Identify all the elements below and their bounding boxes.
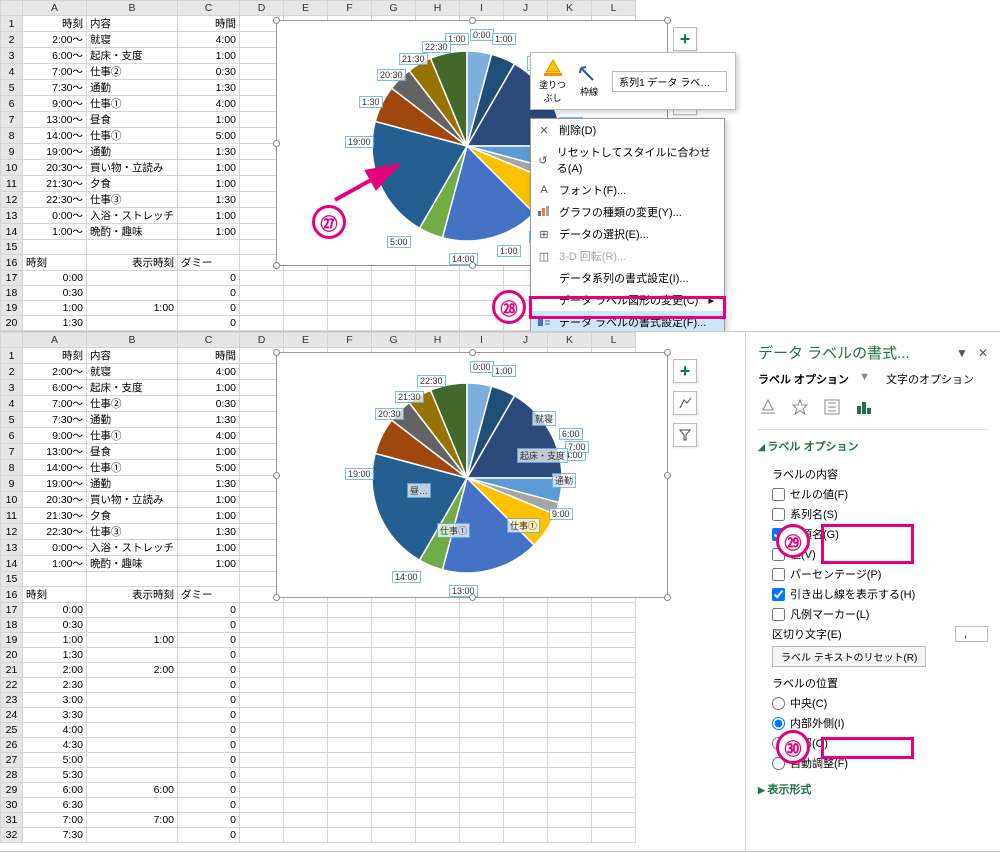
column-header-row: A B C D E F G H I J K L: [1, 333, 636, 348]
section-label-options[interactable]: ラベル オプション: [758, 438, 988, 454]
fill-dropdown[interactable]: 塗りつ ぶし: [539, 58, 566, 104]
pane-title: データ ラベルの書式...▼✕: [758, 342, 988, 363]
tab-label-options[interactable]: ラベル オプション: [758, 371, 849, 387]
callout-28: ㉘: [492, 290, 526, 324]
effects-icon[interactable]: [790, 397, 810, 417]
data-label[interactable]: 就寝: [532, 411, 556, 426]
chk-percentage[interactable]: パーセンテージ(P): [758, 564, 988, 584]
context-menu: ✕削除(D) ↺リセットしてスタイルに合わせる(A) Aフォント(F)... グ…: [530, 118, 725, 332]
ctx-change-type[interactable]: グラフの種類の変更(Y)...: [531, 201, 724, 223]
chk-legend-key[interactable]: 凡例マーカー(L): [758, 604, 988, 624]
bottom-screenshot: A B C D E F G H I J K L 1 時刻 内容 時間 2 2:0…: [0, 332, 1000, 852]
chart-elements-button[interactable]: +: [673, 359, 697, 383]
ctx-series-format[interactable]: データ系列の書式設定(I)...: [531, 267, 724, 289]
data-label[interactable]: 起床・支度: [517, 448, 568, 463]
data-label[interactable]: 通勤: [552, 473, 576, 488]
reset-label-text-button[interactable]: ラベル テキストのリセット(R): [772, 646, 926, 667]
data-label[interactable]: 9:00: [549, 508, 573, 520]
chart-styles-button[interactable]: [673, 391, 697, 415]
column-header-row: A B C D E F G H I J K L: [1, 1, 636, 16]
data-label[interactable]: 14:00: [392, 571, 421, 583]
data-label[interactable]: 21:30: [399, 53, 428, 65]
data-label[interactable]: 0:00: [470, 29, 494, 41]
pane-close-icon[interactable]: ✕: [978, 346, 988, 360]
chart-elements-button[interactable]: +: [673, 27, 697, 51]
mini-toolbar: 塗りつ ぶし 枠線 系列1 データ ラベ…: [530, 52, 736, 110]
data-label[interactable]: 5:00: [387, 236, 411, 248]
data-label[interactable]: 6:00: [559, 428, 583, 440]
data-label[interactable]: 0:00: [470, 361, 494, 373]
ctx-select-data[interactable]: ⊞データの選択(E)...: [531, 223, 724, 245]
chart-object[interactable]: 0:001:0013:0014:0019:0020:3021:3022:304:…: [276, 352, 668, 598]
data-label[interactable]: 22:30: [417, 375, 446, 387]
chk-cell-value[interactable]: セルの値(F): [758, 484, 988, 504]
data-label[interactable]: 仕事①: [437, 523, 470, 538]
ctx-3d-rotate: ◫3-D 回転(R)...: [531, 245, 724, 267]
callout-30: ㉚: [776, 730, 810, 764]
data-label[interactable]: 20:30: [377, 69, 406, 81]
data-label[interactable]: 1:00: [492, 33, 516, 45]
data-label[interactable]: 1:30: [359, 96, 383, 108]
ctx-delete[interactable]: ✕削除(D): [531, 119, 724, 141]
data-label[interactable]: 仕事①: [507, 518, 540, 533]
radio-center[interactable]: 中央(C): [758, 693, 988, 713]
pie-chart: [277, 353, 669, 599]
chk-leader-lines[interactable]: 引き出し線を表示する(H): [758, 584, 988, 604]
ctx-font[interactable]: Aフォント(F)...: [531, 179, 724, 201]
pane-dropdown-icon[interactable]: ▼: [956, 346, 968, 360]
data-label[interactable]: 20:30: [375, 408, 404, 420]
outline-dropdown[interactable]: 枠線: [578, 65, 600, 98]
tab-text-options[interactable]: 文字のオプション: [886, 371, 974, 387]
callout-27: ㉗: [312, 205, 346, 239]
data-label[interactable]: 1:00: [497, 245, 521, 257]
data-label[interactable]: 1:00: [492, 365, 516, 377]
data-label[interactable]: 19:00: [345, 136, 374, 148]
ctx-label-shape[interactable]: データ ラベル図形の変更(C)▸: [531, 289, 724, 311]
data-label[interactable]: 7:00: [565, 441, 589, 453]
ctx-label-format[interactable]: データ ラベルの書式設定(F)...: [531, 311, 724, 332]
data-label[interactable]: 19:00: [345, 468, 374, 480]
data-label[interactable]: 昼…: [407, 483, 431, 498]
separator-select[interactable]: ,: [955, 626, 988, 642]
ctx-reset[interactable]: ↺リセットしてスタイルに合わせる(A): [531, 141, 724, 179]
top-screenshot: A B C D E F G H I J K L 1 時刻 内容 時間 2 2:0…: [0, 0, 1000, 332]
chk-series-name[interactable]: 系列名(S): [758, 504, 988, 524]
label-options-icon[interactable]: [854, 397, 874, 417]
format-data-labels-pane: データ ラベルの書式...▼✕ ラベル オプション▼ 文字のオプション ラベル …: [745, 332, 1000, 851]
data-label[interactable]: 22:30: [422, 41, 451, 53]
fill-line-icon[interactable]: [758, 397, 778, 417]
data-label[interactable]: 21:30: [395, 391, 424, 403]
section-display-format[interactable]: 表示形式: [758, 781, 988, 797]
callout-29: ㉙: [776, 524, 810, 558]
series-dropdown[interactable]: 系列1 データ ラベ…: [612, 71, 727, 92]
chart-filter-button[interactable]: [673, 423, 697, 447]
size-icon[interactable]: [822, 397, 842, 417]
